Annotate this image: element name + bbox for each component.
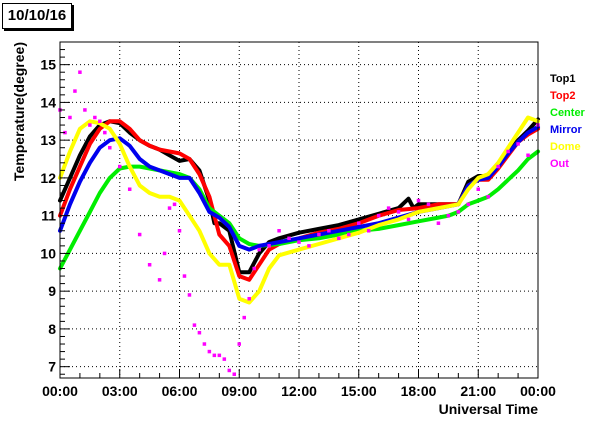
out-point [406,217,411,222]
out-point [386,206,391,210]
out-point [192,323,197,327]
out-point [78,70,82,74]
date-label: 10/10/16 [2,3,72,29]
out-point [222,357,227,361]
out-point [337,236,341,241]
series-layer [58,70,540,376]
x-tick-label: 15:00 [341,383,377,399]
out-point [157,278,162,282]
out-point [242,315,246,320]
out-point [83,108,87,112]
out-point [496,164,500,169]
y-tick-label: 15 [40,57,56,73]
y-tick-label: 12 [40,170,56,186]
x-tick-label: 09:00 [221,383,257,399]
y-tick-label: 10 [40,245,56,261]
out-point [108,145,112,150]
out-point [103,130,107,135]
out-point [98,119,102,124]
out-point [177,229,182,233]
center-series-line [58,149,540,271]
out-point [187,293,192,297]
out-point [217,353,222,358]
out-point [516,142,520,146]
y-tick-label: 13 [40,132,56,148]
out-point [287,236,291,241]
out-point [147,262,152,267]
out-point [426,202,431,207]
out-point [137,232,142,237]
legend-entry-mirror: Mirror [550,124,583,136]
out-point [416,198,421,203]
legend-entry-top1: Top1 [550,73,575,85]
out-point [162,251,167,256]
out-point [182,274,187,278]
out-point [506,149,510,154]
out-point [277,229,281,233]
legend-entry-top2: Top2 [550,90,575,102]
out-point [347,232,351,237]
out-point [232,372,237,376]
out-point [396,210,401,214]
x-tick-label: 18:00 [401,383,437,399]
legend: Top1 Top2 Center Mirror Dome Out [550,73,586,170]
legend-entry-center: Center [550,107,586,119]
out-point [93,115,97,120]
out-point [446,213,451,218]
out-point [88,123,92,127]
top2-series-line [58,119,540,282]
x-tick-label: 21:00 [460,383,496,399]
out-point [172,202,177,207]
x-tick-label: 12:00 [281,383,317,399]
y-tick-label: 14 [40,94,56,110]
legend-entry-dome: Dome [550,141,581,153]
out-point [207,349,212,354]
grid [59,42,539,378]
out-point [376,213,381,218]
y-tick-label: 8 [48,321,56,337]
out-point [486,195,490,199]
out-point [118,164,122,169]
out-point [252,266,256,271]
out-point [237,342,241,346]
out-point [227,368,232,373]
out-point [526,153,530,158]
out-point [317,232,321,237]
out-point [197,330,202,335]
out-point [68,115,72,120]
out-point [212,353,217,358]
out-point [257,247,261,252]
out-point [202,342,207,346]
x-tick-label: 06:00 [162,383,198,399]
out-point [327,229,331,233]
x-tick-label: 03:00 [102,383,138,399]
y-tick-label: 11 [41,208,56,224]
out-point [476,187,480,191]
x-axis-title: Universal Time [439,401,539,417]
y-axis-title: Temperature(degree) [11,42,27,181]
out-point [247,296,251,301]
x-tick-label: 00:00 [520,383,556,399]
axes: 00:00 03:00 06:00 09:00 12:00 15:00 18:00 21:00… [40,41,556,399]
x-tick-label: 00:00 [42,383,78,399]
out-point [297,240,301,244]
out-point [366,229,371,233]
y-tick-label: 7 [48,359,56,375]
out-point [436,221,441,225]
out-point [167,206,172,210]
out-point [466,202,471,207]
dome-series-line [58,115,540,305]
out-point [357,221,361,225]
out-point [127,187,132,191]
out-point [267,244,271,248]
out-point [307,244,311,248]
out-point [73,89,77,93]
y-tick-label: 9 [48,283,56,299]
legend-entry-out: Out [550,158,569,170]
out-point [456,210,461,214]
